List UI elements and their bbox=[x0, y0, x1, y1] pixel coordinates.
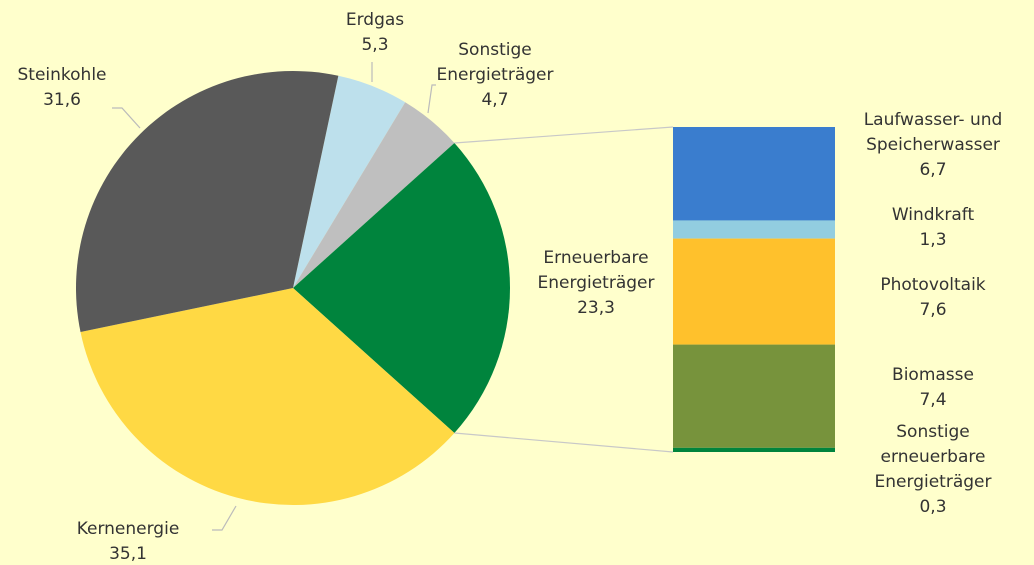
pie-slice bbox=[293, 142, 510, 434]
data-label: Windkraft 1,3 bbox=[892, 203, 974, 253]
data-label: Sonstige erneuerbare Energieträger 0,3 bbox=[875, 420, 992, 520]
leader-line bbox=[112, 107, 141, 129]
connector-line bbox=[454, 432, 674, 453]
label-name: Sonstige erneuerbare Energieträger bbox=[874, 422, 992, 492]
data-label: Sonstige Energieträger 4,7 bbox=[437, 38, 554, 113]
label-name: Sonstige Energieträger bbox=[436, 40, 554, 85]
label-value: 0,3 bbox=[919, 497, 947, 517]
label-value: 7,4 bbox=[919, 390, 947, 410]
label-value: 1,3 bbox=[919, 230, 947, 250]
label-value: 35,1 bbox=[109, 544, 147, 564]
pie-slice bbox=[293, 102, 455, 288]
label-name: Erdgas bbox=[345, 10, 405, 30]
leader-line bbox=[212, 505, 237, 531]
data-label: Erneuerbare Energieträger 23,3 bbox=[538, 246, 655, 321]
data-label: Laufwasser- und Speicherwasser 6,7 bbox=[864, 108, 1003, 183]
label-name: Photovoltaik bbox=[880, 275, 986, 295]
label-name: Windkraft bbox=[891, 205, 975, 225]
data-label: Photovoltaik 7,6 bbox=[880, 273, 985, 323]
bar-segment bbox=[673, 220, 835, 239]
label-value: 5,3 bbox=[361, 35, 389, 55]
bar-segment bbox=[673, 344, 835, 448]
data-label: Steinkohle 31,6 bbox=[17, 63, 106, 113]
label-name: Kernenergie bbox=[76, 519, 180, 539]
pie-slice bbox=[80, 288, 455, 506]
data-label: Kernenergie 35,1 bbox=[77, 517, 180, 565]
label-value: 31,6 bbox=[43, 90, 81, 110]
label-value: 23,3 bbox=[577, 298, 615, 318]
pie-slice bbox=[75, 70, 339, 333]
bar-segment bbox=[673, 447, 835, 452]
label-value: 7,6 bbox=[919, 300, 947, 320]
label-name: Laufwasser- und Speicherwasser bbox=[863, 110, 1003, 155]
data-label: Erdgas 5,3 bbox=[346, 8, 404, 58]
bar-segment bbox=[673, 127, 835, 221]
label-name: Erneuerbare Energieträger bbox=[537, 248, 655, 293]
connector-line bbox=[454, 126, 674, 144]
data-label: Biomasse 7,4 bbox=[892, 363, 974, 413]
label-value: 4,7 bbox=[481, 90, 509, 110]
pie-slice bbox=[293, 75, 406, 288]
label-value: 6,7 bbox=[919, 160, 947, 180]
label-name: Steinkohle bbox=[17, 65, 107, 85]
label-name: Biomasse bbox=[892, 365, 974, 385]
leader-line bbox=[427, 84, 436, 114]
bar-segment bbox=[673, 238, 835, 345]
